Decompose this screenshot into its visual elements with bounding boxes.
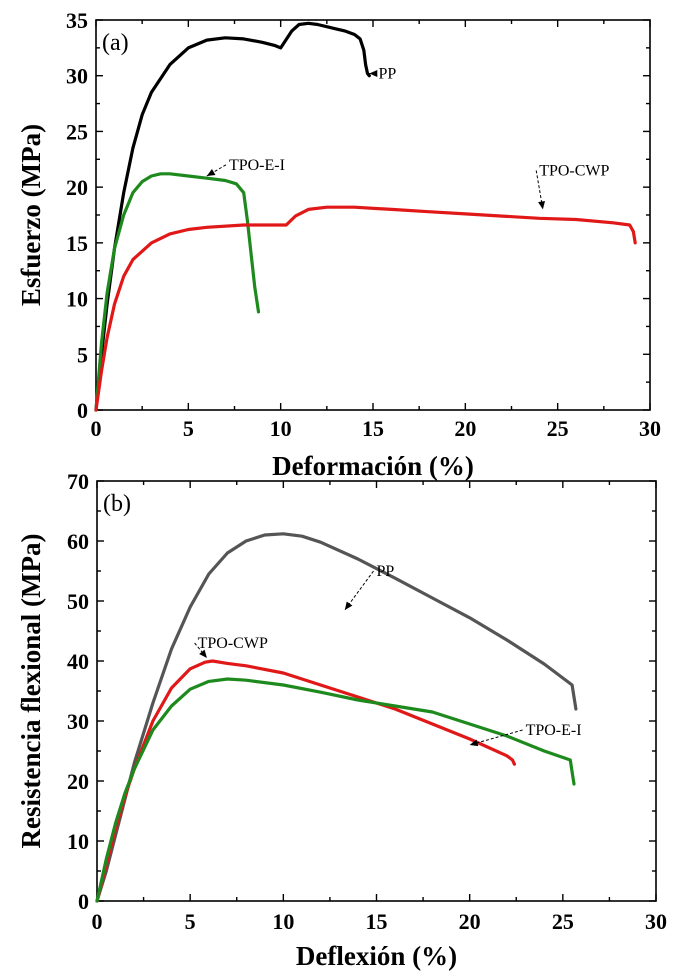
panel-a-y-tick-label: 10 — [66, 287, 88, 312]
panel-b-annotation-arrowhead-tpo-cwp — [199, 649, 207, 658]
panel-a-y-tick-label: 35 — [66, 8, 88, 33]
panel-b-x-tick-label: 5 — [185, 909, 196, 934]
panel-b-annotation-pp: PP — [377, 563, 395, 580]
panel-b-annotation-arrowhead-tpo-e-i — [469, 739, 479, 747]
panel-b-y-tick-label: 20 — [67, 769, 89, 794]
panel-a-annotation-arrow-tpo-e-i — [206, 164, 227, 177]
panel-a-y-tick-label: 15 — [66, 231, 88, 256]
panel-a-plot-frame — [95, 19, 651, 411]
panel-b: 0 5 10 15 20 25 30 0 10 20 30 40 50 60 70 Deflexión (%)… — [16, 469, 667, 971]
panel-b-x-axis-title: Deflexión (%) — [296, 941, 457, 971]
panel-a-x-tick-label: 20 — [454, 416, 476, 441]
panel-a-x-tick-label: 30 — [639, 416, 661, 441]
panel-a-y-tick-label: 20 — [66, 175, 88, 200]
panel-b-y-tick-label: 60 — [67, 529, 89, 554]
panel-b-annotation-tpo-cwp: TPO-CWP — [198, 635, 268, 652]
panel-a-series-tpo-e-i — [94, 172, 261, 412]
panel-a-y-tick-label: 5 — [77, 342, 88, 367]
panel-b-x-tick-label: 10 — [272, 909, 294, 934]
panel-a-y-tick-label: 0 — [77, 398, 88, 423]
panel-b-y-axis-title: Resistencia flexional (MPa) — [16, 534, 46, 849]
panel-a-annotation-tpo-cwp: TPO-CWP — [539, 162, 609, 179]
panel-a-y-tick-label: 25 — [66, 119, 88, 144]
panel-b-annotation-tpo-e-i: TPO-E-I — [526, 722, 582, 739]
panel-a-annotation-tpo-e-i: TPO-E-I — [229, 157, 285, 174]
panel-b-series-pp — [95, 532, 578, 903]
panel-a-panel-label: (a) — [102, 30, 129, 56]
panel-b-series-tpo-e-i — [95, 677, 576, 903]
panel-b-y-tick-label: 30 — [67, 709, 89, 734]
panel-b-x-tick-label: 25 — [552, 909, 574, 934]
panel-b-annotation-arrow-tpo-e-i — [469, 729, 523, 746]
panel-a-x-tick-label: 25 — [547, 416, 569, 441]
panel-a-x-tick-label: 5 — [183, 416, 194, 441]
panel-b-x-tick-label: 0 — [92, 909, 103, 934]
panel-b-y-tick-label: 0 — [78, 889, 89, 914]
panel-b-y-tick-label: 50 — [67, 589, 89, 614]
panel-b-x-tick-label: 15 — [366, 909, 388, 934]
panel-a-x-axis-title: Deformación (%) — [272, 451, 474, 481]
panel-b-annotation-arrowhead-pp — [344, 601, 353, 610]
panel-a: 0 5 10 15 20 25 30 0 5 10 15 20 25 30 35 Deformación (%… — [16, 8, 661, 481]
panel-a-series-tpo-cwp — [94, 205, 637, 412]
panel-b-y-tick-label: 10 — [67, 829, 89, 854]
panel-b-panel-label: (b) — [103, 491, 131, 517]
panel-b-series-tpo-cwp — [95, 659, 516, 903]
panel-a-x-tick-label: 10 — [270, 416, 292, 441]
panel-b-annotation-arrow-pp — [344, 570, 374, 611]
panel-b-y-tick-label: 40 — [67, 649, 89, 674]
panel-b-x-tick-label: 30 — [645, 909, 667, 934]
panel-b-y-tick-label: 70 — [67, 469, 89, 494]
panel-a-series-pp — [94, 21, 371, 412]
panel-a-x-tick-label: 15 — [362, 416, 384, 441]
panel-a-annotation-arrowhead-tpo-cwp — [538, 200, 545, 210]
panel-a-x-tick-label: 0 — [91, 416, 102, 441]
panel-a-annotation-arrowhead-pp — [369, 69, 378, 77]
panel-a-annotation-pp: PP — [379, 65, 397, 82]
panel-a-y-axis-title: Esfuerzo (MPa) — [16, 124, 46, 306]
panel-a-y-tick-label: 30 — [66, 64, 88, 89]
panel-b-x-tick-label: 20 — [459, 909, 481, 934]
panel-a-annotation-arrowhead-tpo-e-i — [206, 168, 216, 176]
